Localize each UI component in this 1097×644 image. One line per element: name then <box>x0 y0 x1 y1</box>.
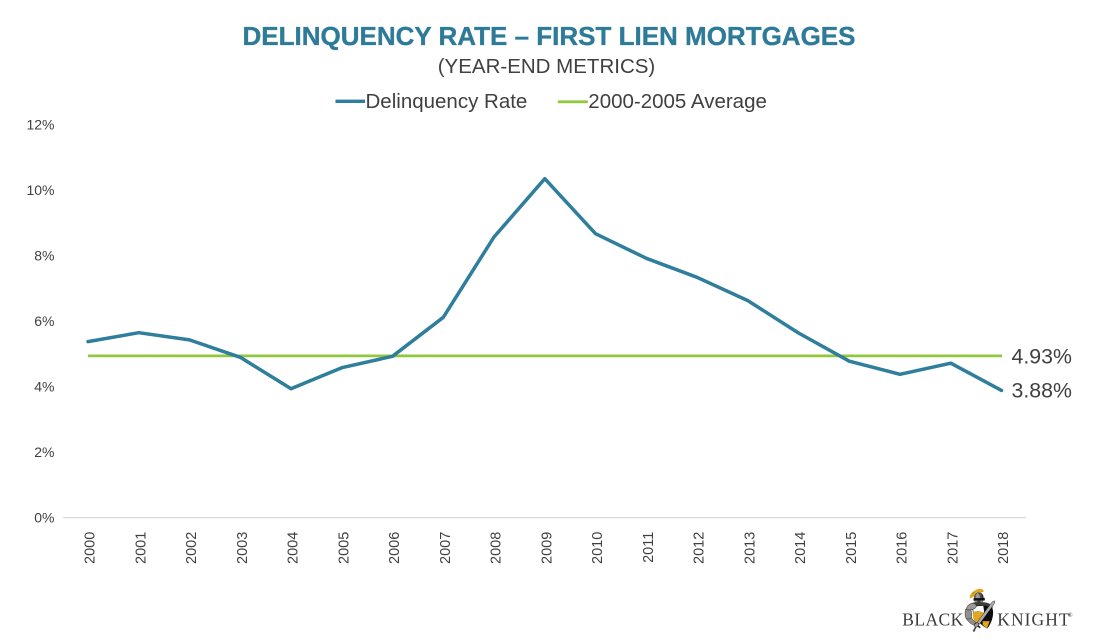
svg-text:2002: 2002 <box>184 532 200 564</box>
svg-text:Delinquency Rate: Delinquency Rate <box>366 90 528 113</box>
svg-text:2005: 2005 <box>336 532 352 564</box>
svg-text:2006: 2006 <box>387 532 403 564</box>
svg-text:2008: 2008 <box>489 532 505 564</box>
svg-text:2011: 2011 <box>641 532 657 563</box>
svg-text:2009: 2009 <box>539 532 555 564</box>
svg-text:2001: 2001 <box>133 532 149 564</box>
svg-text:10%: 10% <box>26 182 54 198</box>
svg-text:2%: 2% <box>34 444 54 460</box>
svg-text:2000: 2000 <box>83 532 99 564</box>
svg-text:0%: 0% <box>34 510 54 526</box>
svg-text:®: ® <box>1068 612 1073 619</box>
svg-text:KNIGHT: KNIGHT <box>997 610 1070 630</box>
svg-text:8%: 8% <box>34 247 54 263</box>
svg-text:2017: 2017 <box>945 532 961 564</box>
svg-text:DELINQUENCY RATE – FIRST LIEN: DELINQUENCY RATE – FIRST LIEN MORTGAGES <box>243 21 856 51</box>
svg-text:4%: 4% <box>34 379 54 395</box>
svg-text:BLACK: BLACK <box>902 610 963 630</box>
svg-text:2015: 2015 <box>844 532 860 564</box>
svg-text:12%: 12% <box>26 116 54 132</box>
svg-text:4.93%: 4.93% <box>1012 344 1072 368</box>
svg-text:2012: 2012 <box>692 532 708 564</box>
svg-text:2010: 2010 <box>590 532 606 564</box>
svg-text:2013: 2013 <box>742 532 758 564</box>
svg-text:2016: 2016 <box>895 532 911 564</box>
svg-text:2003: 2003 <box>235 532 251 564</box>
svg-text:2000-2005 Average: 2000-2005 Average <box>588 90 767 113</box>
svg-text:(YEAR-END METRICS): (YEAR-END METRICS) <box>438 55 656 78</box>
svg-text:2004: 2004 <box>286 532 302 564</box>
svg-text:6%: 6% <box>34 313 54 329</box>
svg-text:2007: 2007 <box>438 532 454 564</box>
svg-text:2018: 2018 <box>996 532 1012 564</box>
svg-text:2014: 2014 <box>793 532 809 564</box>
svg-text:3.88%: 3.88% <box>1012 379 1072 403</box>
